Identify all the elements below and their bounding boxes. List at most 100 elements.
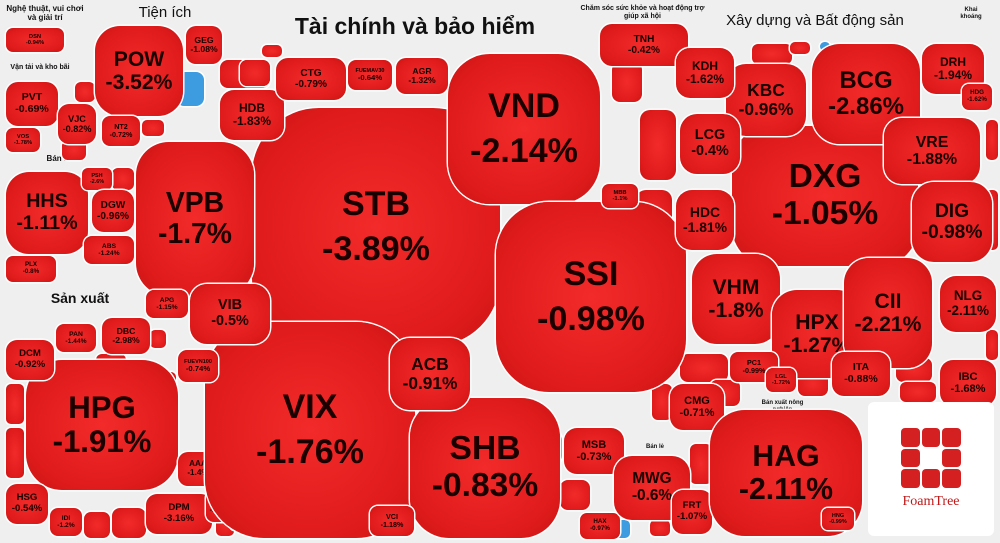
treemap-cell-hng[interactable]: HNG -0.99% (822, 508, 854, 530)
treemap-cell-small[interactable] (240, 60, 270, 86)
treemap-cell-small[interactable] (6, 428, 24, 478)
treemap-cell-vpb[interactable]: VPB -1.7% (136, 142, 254, 296)
treemap-cell-small[interactable] (900, 382, 936, 402)
treemap-cell-small[interactable] (112, 508, 146, 538)
treemap-cell-small[interactable] (150, 330, 166, 348)
treemap-cell-small[interactable] (986, 330, 998, 360)
treemap-cell-ssi[interactable]: SSI -0.98% (496, 202, 686, 392)
treemap-cell-vix[interactable]: VIX -1.76% (205, 322, 415, 538)
cell-ticker: NLG (953, 288, 983, 304)
treemap-cell-fuemav30[interactable]: FUEMAV30 -0.64% (348, 60, 392, 90)
treemap-cell-vnd[interactable]: VND -2.14% (448, 54, 600, 204)
treemap-cell-ibc[interactable]: IBC -1.68% (940, 360, 996, 406)
treemap-cell-small[interactable] (690, 444, 712, 484)
treemap-cell-dcm[interactable]: DCM -0.92% (6, 340, 54, 380)
cell-change: -0.69% (15, 103, 49, 115)
treemap-cell-abs[interactable]: ABS -1.24% (84, 236, 134, 264)
cell-ticker: VJC (68, 113, 86, 124)
treemap-cell-psh[interactable]: PSH -2.6% (82, 168, 112, 190)
treemap-cell-small[interactable] (262, 45, 282, 57)
cell-change: -1.1% (612, 196, 628, 202)
group-title-agriculture: Bán xuất nông nghiệp (761, 400, 804, 413)
cell-change: -0.54% (11, 503, 43, 514)
treemap-cell-hpx[interactable]: HPX -1.27% (772, 290, 862, 378)
cell-change: -0.42% (628, 45, 660, 56)
treemap-cell-small[interactable] (790, 42, 810, 54)
treemap-cell-small[interactable] (680, 354, 728, 382)
treemap-cell-vib[interactable]: VIB -0.5% (190, 284, 270, 344)
treemap-cell-ita[interactable]: ITA -0.88% (832, 352, 890, 396)
treemap-cell-pow[interactable]: POW -3.52% (95, 26, 183, 116)
treemap-cell-plx[interactable]: PLX -0.8% (6, 256, 56, 282)
treemap-cell-dig[interactable]: DIG -0.98% (912, 182, 992, 262)
treemap-cell-vci[interactable]: VCI -1.18% (370, 506, 414, 536)
treemap-cell-idi[interactable]: IDI -1.2% (50, 508, 82, 536)
treemap-cell-cii[interactable]: CII -2.21% (844, 258, 932, 368)
cell-ticker: PAN (69, 330, 83, 338)
treemap-cell-vhm[interactable]: VHM -1.8% (692, 254, 780, 344)
treemap-cell-dxg[interactable]: DXG -1.05% (732, 126, 918, 266)
treemap-cell-lcg[interactable]: LCG -0.4% (680, 114, 740, 174)
treemap-cell-vjc[interactable]: VJC -0.82% (58, 104, 96, 144)
treemap-cell-small[interactable] (650, 520, 670, 536)
treemap-cell-hag[interactable]: HAG -2.11% (710, 410, 862, 536)
cell-ticker: VIB (218, 297, 242, 314)
treemap-cell-hhs[interactable]: HHS -1.11% (6, 172, 88, 254)
treemap-cell-ctg[interactable]: CTG -0.79% (276, 58, 346, 100)
treemap-cell-pc1[interactable]: PC1 -0.99% (730, 352, 778, 382)
treemap-cell-acb[interactable]: ACB -0.91% (390, 338, 470, 410)
treemap-cell-pvt[interactable]: PVT -0.69% (6, 82, 58, 126)
treemap-cell-msb[interactable]: MSB -0.73% (564, 428, 624, 474)
treemap-cell-small[interactable] (75, 82, 95, 102)
treemap-cell-fuevn100[interactable]: FUEVN100 -0.74% (178, 350, 218, 382)
treemap-cell-small[interactable] (612, 62, 642, 102)
treemap-cell-hdc[interactable]: HDC -1.81% (676, 190, 734, 250)
cell-change: -3.16% (163, 513, 195, 524)
treemap-cell-small[interactable] (142, 120, 164, 136)
treemap-cell-lgl[interactable]: LGL -1.72% (766, 368, 796, 392)
cell-change: -1.94% (933, 68, 973, 82)
cell-change: -1.7% (158, 218, 232, 250)
treemap-cell-small[interactable] (752, 44, 792, 64)
treemap-cell-dgw[interactable]: DGW -0.96% (92, 190, 134, 232)
cell-change: -0.99% (742, 366, 766, 375)
treemap-cell-small[interactable] (112, 168, 134, 190)
treemap-cell-kbc[interactable]: KBC -0.96% (726, 64, 806, 136)
treemap-cell-agr[interactable]: AGR -1.32% (396, 58, 448, 94)
treemap-cell-small[interactable] (84, 512, 110, 538)
treemap-cell-nt2[interactable]: NT2 -0.72% (102, 116, 140, 146)
treemap-cell-apg[interactable]: APG -1.15% (146, 290, 188, 318)
treemap-cell-dpm[interactable]: DPM -3.16% (146, 494, 212, 534)
treemap-cell-positive[interactable] (820, 42, 830, 51)
treemap-cell-small[interactable] (6, 384, 24, 424)
treemap-cell-mbb[interactable]: MBB -1.1% (602, 184, 638, 208)
treemap-cell-kdh[interactable]: KDH -1.62% (676, 48, 734, 98)
treemap-cell-frt[interactable]: FRT -1.07% (672, 490, 712, 534)
cell-change: -0.72% (109, 130, 133, 139)
treemap-cell-hdg[interactable]: HDG -1.62% (962, 84, 992, 110)
treemap-cell-nlg[interactable]: NLG -2.11% (940, 276, 996, 332)
treemap-cell-geg[interactable]: GEG -1.08% (186, 26, 222, 64)
treemap-cell-vos[interactable]: VOS -1.78% (6, 128, 40, 152)
treemap-cell-hax[interactable]: HAX -0.97% (580, 513, 620, 539)
treemap-cell-hsg[interactable]: HSG -0.54% (6, 484, 48, 524)
treemap-cell-vre[interactable]: VRE -1.88% (884, 118, 980, 184)
treemap-cell-hpg[interactable]: HPG -1.91% (26, 360, 178, 490)
treemap-cell-dbc[interactable]: DBC -2.98% (102, 318, 150, 354)
cell-ticker: CII (874, 289, 902, 313)
cell-change: -1.78% (13, 140, 33, 146)
treemap-cell-small[interactable] (640, 110, 676, 180)
cell-change: -1.32% (408, 75, 436, 85)
treemap-cell-hdb[interactable]: HDB -1.83% (220, 90, 284, 140)
cell-change: -1.72% (771, 380, 791, 386)
treemap-cell-tnh[interactable]: TNH -0.42% (600, 24, 688, 66)
treemap-cell-shb[interactable]: SHB -0.83% (410, 398, 560, 538)
treemap-cell-small[interactable] (560, 480, 590, 510)
treemap-cell-small[interactable] (986, 120, 998, 160)
treemap-cell-small[interactable] (652, 384, 672, 420)
treemap-cell-small[interactable] (62, 140, 86, 160)
treemap-cell-dsn[interactable]: DSN -0.94% (6, 28, 64, 52)
treemap-cell-cmg[interactable]: CMG -0.71% (670, 384, 724, 430)
foamtree-logo-icon (901, 428, 961, 488)
treemap-cell-pan[interactable]: PAN -1.44% (56, 324, 96, 352)
